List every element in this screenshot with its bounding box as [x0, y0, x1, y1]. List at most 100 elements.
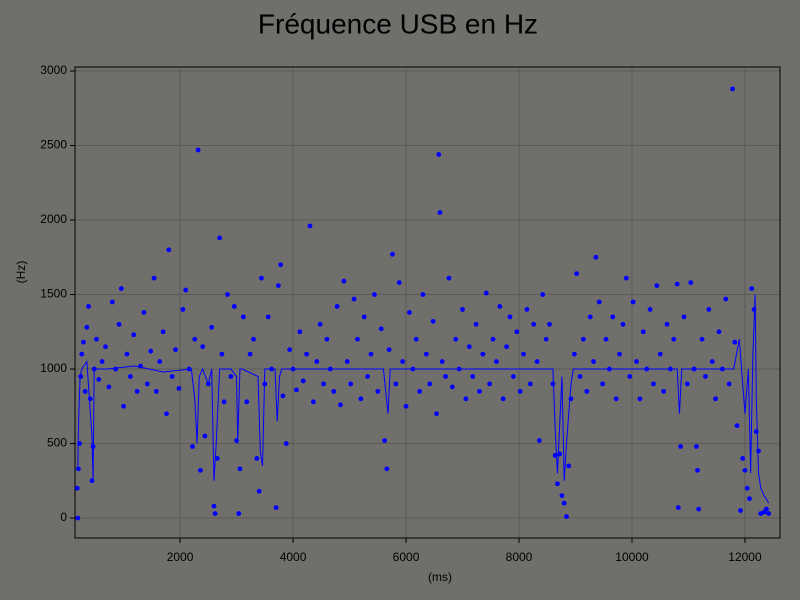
- data-point: [555, 481, 560, 487]
- data-point: [664, 321, 670, 327]
- data-point: [214, 456, 220, 461]
- data-point: [732, 339, 738, 345]
- data-point: [473, 321, 479, 327]
- data-point: [591, 359, 596, 364]
- data-point: [534, 359, 540, 364]
- data-point: [355, 336, 360, 342]
- data-point: [740, 456, 746, 461]
- data-point: [480, 351, 486, 357]
- data-point: [449, 384, 455, 390]
- y-tick-label: 3000: [40, 63, 67, 77]
- data-point: [310, 399, 316, 405]
- data-point: [164, 411, 169, 417]
- data-point: [96, 377, 102, 382]
- data-point: [617, 351, 622, 357]
- data-point: [314, 359, 320, 364]
- data-point: [684, 381, 690, 387]
- data-point: [393, 381, 399, 387]
- data-point: [151, 275, 157, 281]
- data-point: [734, 423, 740, 429]
- data-point: [131, 332, 137, 338]
- data-point: [173, 347, 178, 353]
- data-point: [225, 292, 230, 297]
- data-point: [696, 506, 702, 512]
- data-point: [427, 381, 433, 387]
- data-point: [510, 374, 516, 379]
- data-point: [247, 351, 253, 357]
- data-point: [254, 456, 260, 461]
- data-point: [463, 396, 469, 402]
- data-point: [103, 344, 108, 350]
- data-point: [596, 299, 602, 305]
- data-point: [244, 399, 250, 405]
- data-point: [407, 310, 412, 315]
- data-point: [124, 351, 130, 357]
- data-point: [434, 411, 439, 417]
- data-point: [661, 388, 667, 394]
- data-point: [738, 508, 743, 513]
- data-point: [566, 463, 572, 469]
- data-point: [678, 444, 683, 449]
- data-point: [361, 314, 367, 320]
- data-point: [278, 262, 284, 268]
- data-point: [190, 444, 195, 449]
- data-point: [324, 336, 330, 342]
- data-point: [550, 381, 556, 387]
- data-point: [716, 329, 722, 335]
- data-point: [756, 448, 761, 454]
- data-point: [273, 505, 279, 511]
- data-point: [637, 396, 643, 402]
- data-point: [148, 348, 154, 354]
- data-point: [300, 378, 306, 384]
- data-point: [504, 344, 509, 350]
- data-point: [209, 324, 215, 330]
- data-point: [527, 381, 533, 387]
- data-point: [651, 381, 656, 387]
- data-point: [198, 467, 203, 473]
- y-tick-label: 2500: [40, 138, 67, 152]
- data-point: [561, 500, 567, 506]
- data-point: [627, 374, 633, 379]
- data-point: [144, 381, 150, 387]
- data-point: [490, 336, 496, 342]
- data-point: [231, 304, 237, 309]
- data-point: [82, 388, 88, 394]
- data-point: [443, 374, 448, 379]
- x-tick-label: 8000: [506, 550, 533, 564]
- data-point: [141, 310, 147, 315]
- data-point: [118, 286, 124, 291]
- data-point: [671, 336, 677, 342]
- data-point: [413, 336, 419, 342]
- data-point: [294, 387, 299, 393]
- data-point: [334, 304, 340, 309]
- data-point: [331, 388, 337, 394]
- y-tick-label: 0: [60, 510, 67, 524]
- data-point: [460, 307, 465, 312]
- data-point: [521, 351, 526, 357]
- data-point: [630, 299, 636, 305]
- data-line: [77, 294, 770, 504]
- x-tick-label: 6000: [393, 550, 420, 564]
- data-point: [723, 296, 729, 302]
- data-point: [116, 321, 122, 327]
- data-point: [559, 493, 565, 499]
- x-tick-label: 12000: [728, 550, 762, 564]
- data-point: [517, 388, 523, 394]
- data-point: [703, 374, 708, 379]
- data-point: [304, 351, 310, 357]
- data-point: [417, 388, 422, 394]
- data-point: [256, 488, 262, 494]
- x-tick-label: 10000: [615, 550, 649, 564]
- data-point: [236, 511, 242, 516]
- data-point: [74, 485, 80, 491]
- data-point: [86, 304, 91, 309]
- data-point: [240, 314, 246, 320]
- data-point: [221, 399, 227, 405]
- data-point: [403, 403, 409, 409]
- data-point: [400, 359, 406, 364]
- data-point: [321, 381, 326, 387]
- data-point: [564, 514, 569, 519]
- data-point: [344, 359, 350, 364]
- data-point: [251, 336, 256, 342]
